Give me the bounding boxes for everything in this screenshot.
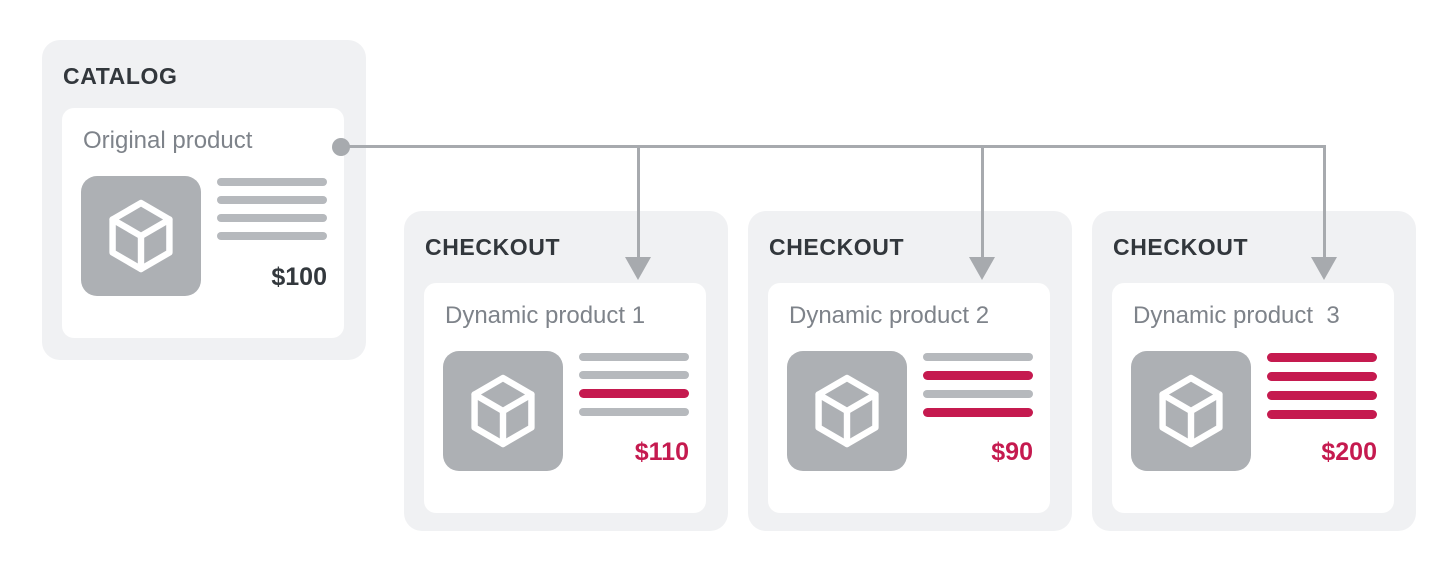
- arrow-down-icon: [625, 257, 651, 280]
- product-detail-lines: [923, 353, 1033, 417]
- connector-drop-line-2: [981, 146, 984, 259]
- checkout-heading: CHECKOUT: [425, 234, 561, 260]
- checkout-panel-2: CHECKOUT Dynamic product 2 $90: [748, 211, 1072, 531]
- checkout-heading: CHECKOUT: [1113, 234, 1249, 260]
- product-detail-lines: [1267, 353, 1377, 419]
- dynamic-product-card-1: Dynamic product 1 $110: [424, 283, 706, 513]
- catalog-heading: CATALOG: [63, 63, 178, 89]
- cube-icon: [81, 176, 201, 296]
- detail-line: [579, 353, 689, 361]
- arrow-down-icon: [1311, 257, 1337, 280]
- checkout-panel-3: CHECKOUT Dynamic product 3 $200: [1092, 211, 1416, 531]
- product-detail-lines: [217, 178, 327, 240]
- product-name: Dynamic product 1: [445, 302, 646, 329]
- product-price: $110: [634, 438, 689, 466]
- cube-icon: [443, 351, 563, 471]
- product-detail-lines: [579, 353, 689, 416]
- detail-line: [1267, 410, 1377, 419]
- detail-line: [1267, 353, 1377, 362]
- product-price: $200: [1321, 438, 1377, 466]
- arrow-down-icon: [969, 257, 995, 280]
- detail-line: [579, 389, 689, 398]
- detail-line: [579, 408, 689, 416]
- connector-horizontal-line: [341, 145, 1326, 148]
- detail-line: [579, 371, 689, 379]
- detail-line: [923, 353, 1033, 361]
- cube-icon: [1131, 351, 1251, 471]
- product-price: $90: [991, 438, 1033, 466]
- detail-line: [1267, 372, 1377, 381]
- detail-line: [217, 232, 327, 240]
- detail-line: [217, 178, 327, 186]
- product-name: Original product: [83, 127, 253, 154]
- original-product-card: Original product $100: [62, 108, 344, 338]
- connector-drop-line-1: [637, 146, 640, 259]
- dynamic-product-card-3: Dynamic product 3 $200: [1112, 283, 1394, 513]
- product-name: Dynamic product 2: [789, 302, 990, 329]
- detail-line: [923, 408, 1033, 417]
- catalog-panel: CATALOG Original product $100: [42, 40, 366, 360]
- product-name: Dynamic product 3: [1133, 302, 1340, 329]
- cube-icon: [787, 351, 907, 471]
- product-price: $100: [271, 263, 327, 291]
- checkout-panel-1: CHECKOUT Dynamic product 1 $110: [404, 211, 728, 531]
- detail-line: [923, 371, 1033, 380]
- detail-line: [217, 214, 327, 222]
- connector-drop-line-3: [1323, 146, 1326, 259]
- detail-line: [923, 390, 1033, 398]
- dynamic-product-card-2: Dynamic product 2 $90: [768, 283, 1050, 513]
- detail-line: [1267, 391, 1377, 400]
- checkout-heading: CHECKOUT: [769, 234, 905, 260]
- detail-line: [217, 196, 327, 204]
